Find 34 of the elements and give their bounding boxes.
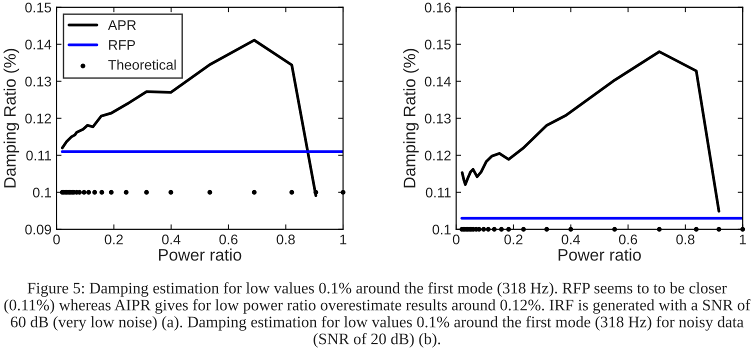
x-tick-label: 0.2	[104, 234, 123, 244]
y-tick-label: 0.09	[25, 224, 52, 234]
y-tick-label: 0.15	[424, 40, 451, 50]
legend-label: Theoretical	[108, 60, 176, 70]
x-tick-label: 0	[53, 234, 60, 244]
y-tick-label: 0.1	[32, 188, 52, 198]
y-tick-label: 0.15	[25, 2, 52, 12]
y-tick-label: 0.12	[424, 150, 451, 160]
x-tick-label: 0.8	[276, 234, 295, 244]
x-tick-label: 0	[452, 234, 460, 244]
y-axis-title: Damping Ratio (%)	[4, 48, 20, 188]
y-tick-label: 0.1	[432, 224, 451, 234]
legend-label: RFP	[109, 40, 135, 50]
x-tick-label: 1	[340, 234, 346, 244]
y-tick-label: 0.13	[424, 114, 451, 124]
x-tick-label: 1	[740, 234, 746, 244]
y-tick-label: 0.16	[424, 2, 451, 12]
y-tick-label: 0.11	[426, 188, 451, 198]
x-tick-label: 0.4	[162, 234, 180, 244]
y-tick-label: 0.12	[25, 114, 51, 124]
x-tick-label: 0.4	[562, 234, 580, 244]
y-tick-label: 0.13	[25, 76, 52, 86]
legend-label: APR	[108, 20, 136, 30]
caption: Figure 5: Damping estimation for low values 0.1% around the first mode (318 Hz). RFP seems to to be closer (0.11%) whereas AIPR gives for low power ratio overestimate results around 0.12%. IRF is generated with a SNR of 60 dB (very low noise) (a). Damping estimation for low values 0.1% around the first mode (318 Hz) for noisy data (SNR of 20 dB) (b).	[4, 282, 750, 348]
x-tick-label: 0.6	[219, 234, 238, 244]
y-tick-label: 0.14	[424, 76, 451, 86]
y-tick-label: 0.11	[26, 150, 52, 160]
x-axis-title: Power ratio	[159, 248, 242, 261]
x-axis-title: Power ratio	[558, 248, 641, 261]
x-tick-label: 0.6	[618, 234, 638, 244]
y-tick-label: 0.14	[25, 40, 52, 50]
x-tick-label: 0.2	[504, 234, 522, 244]
x-tick-label: 0.8	[676, 234, 694, 244]
y-axis-title: Damping Ratio (%)	[403, 48, 419, 188]
